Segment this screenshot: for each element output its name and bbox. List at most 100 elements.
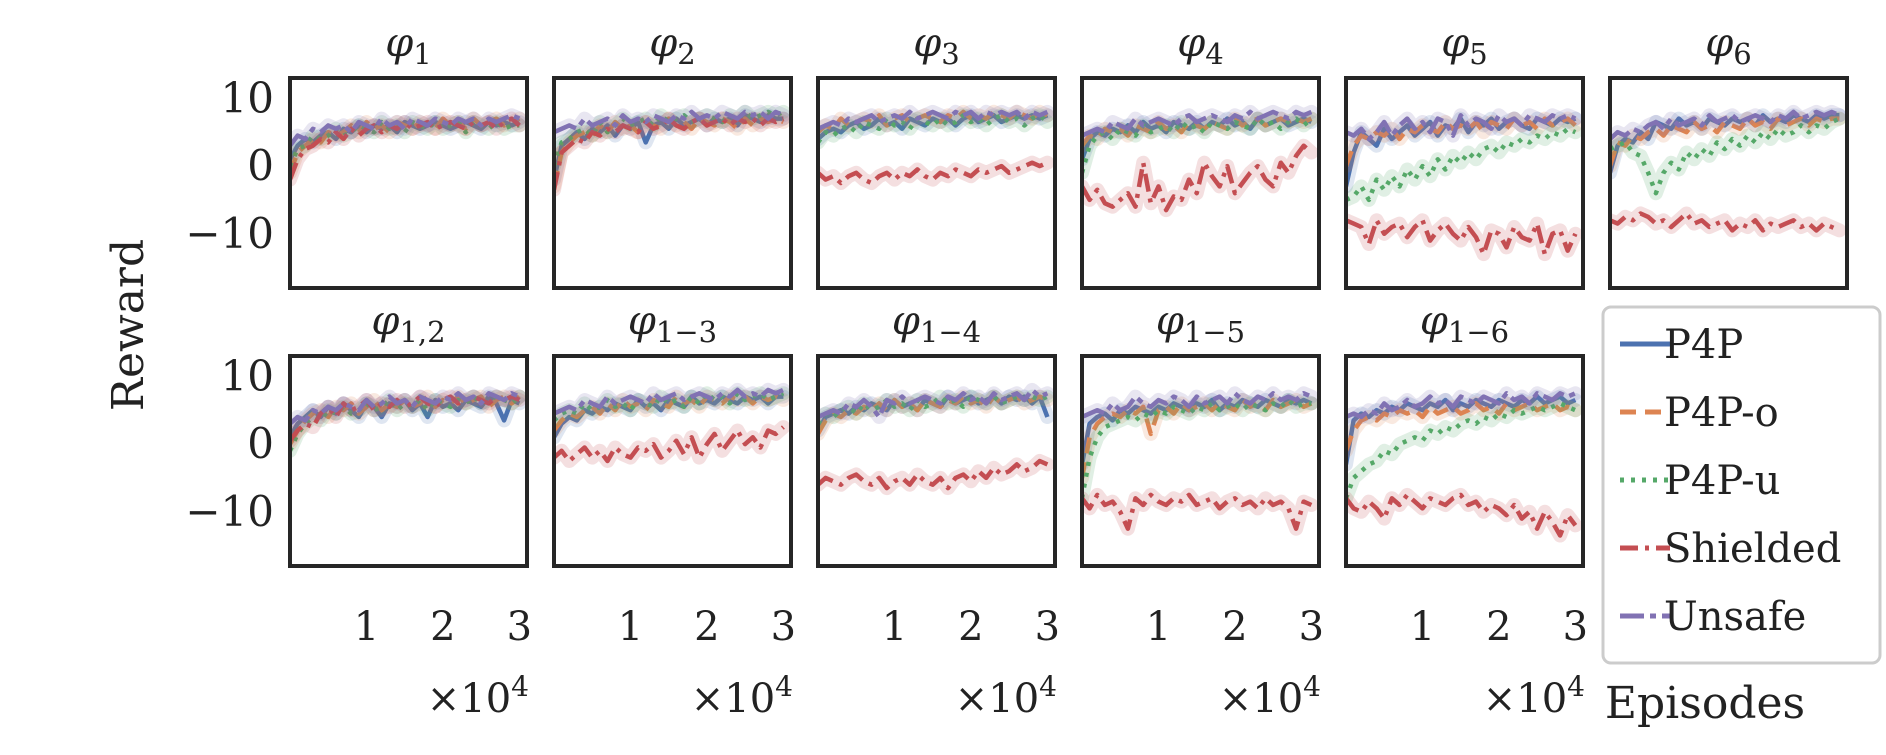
x-tick-label: 3 [1563, 604, 1588, 650]
legend-entry-P4P: P4P [1620, 322, 1743, 368]
subplot-title: φ1−5 [1156, 298, 1245, 349]
subplot-1,2: φ1,2 10 0 −10 [185, 298, 529, 568]
x-multiplier: ×104 [427, 670, 529, 722]
subplot-title: φ1 [385, 20, 431, 71]
x-axis-label: Episodes [1605, 678, 1805, 729]
series-line-P4P-u [1082, 397, 1312, 499]
y-tick-label: −10 [185, 487, 274, 536]
x-tick-label: 1 [1410, 604, 1435, 650]
series-line-Unsafe [818, 109, 1049, 131]
band-P4P-u [1082, 111, 1319, 180]
series-line-P4P-o [1082, 116, 1313, 148]
plot-area [1082, 104, 1319, 218]
legend-label: P4P-u [1664, 458, 1780, 504]
x-multiplier: ×104 [1483, 670, 1585, 722]
plot-area [290, 386, 527, 458]
series-line-Unsafe [554, 387, 785, 416]
band-Shielded [1082, 487, 1319, 536]
plot-area [1346, 386, 1583, 543]
series-line-Shielded [1346, 492, 1578, 538]
plot-area [554, 104, 791, 197]
subplot-1−6: φ1−6 [1344, 298, 1585, 568]
series-line-P4P [554, 113, 784, 181]
series-line-Unsafe [1346, 113, 1577, 142]
series-line-P4P-o [818, 394, 1049, 436]
series-line-P4P-o [1082, 397, 1313, 479]
subplot-4: φ4 [1080, 20, 1321, 290]
subplot-frame [1344, 76, 1585, 290]
series-line-P4P-o [1346, 116, 1577, 167]
x-tick-label: 2 [694, 604, 719, 650]
plot-area [818, 382, 1055, 496]
subplot-title: φ3 [913, 20, 959, 71]
subplot-title: φ4 [1177, 20, 1223, 71]
series-line-P4P-o [818, 109, 1049, 134]
legend-label: Unsafe [1664, 594, 1806, 640]
legend-entry-Unsafe: Unsafe [1620, 594, 1806, 640]
subplot-title: φ1−4 [892, 298, 981, 349]
y-tick-label: 10 [221, 351, 274, 400]
plot-area [554, 382, 791, 468]
x-multiplier: ×104 [691, 670, 793, 722]
x-tick-label: 1 [618, 604, 643, 650]
plot-area [1082, 386, 1319, 536]
panels: φ1 10 0 −10 φ2 φ3 φ4 φ5 φ6 φ1,2 10 0 −10 φ1−3 φ1−4 φ1−5… [185, 20, 1849, 568]
series-line-Unsafe [554, 109, 785, 135]
plot-area [818, 104, 1055, 190]
series-line-Shielded [1082, 143, 1313, 213]
x-tick-label: 3 [507, 604, 532, 650]
subplot-frame [288, 354, 529, 568]
band-P4P-u [818, 108, 1055, 150]
x-axes: 1 2 3 ×104 1 2 3 ×104 1 2 3 ×104 1 2 3 ×104 1 2 3 ×104 [354, 604, 1588, 722]
x-tick-label: 3 [1035, 604, 1060, 650]
legend-label: Shielded [1664, 526, 1841, 572]
x-tick-label: 3 [771, 604, 796, 650]
subplot-title: φ5 [1441, 20, 1487, 71]
y-tick-label: 0 [247, 141, 274, 190]
plot-area [1346, 108, 1583, 262]
series-line-Unsafe [1082, 391, 1313, 420]
y-tick-label: 10 [221, 73, 274, 122]
series-line-Unsafe [290, 391, 521, 426]
subplot-frame [816, 354, 1057, 568]
series-line-P4P-o [554, 116, 785, 187]
x-tick-label: 3 [1299, 604, 1324, 650]
subplot-3: φ3 [816, 20, 1057, 290]
plot-area [290, 108, 527, 187]
series-line-Unsafe [818, 387, 1049, 420]
x-tick-label: 1 [1146, 604, 1171, 650]
series-line-Unsafe [1610, 109, 1841, 141]
legend: P4P P4P-o P4P-u Shielded Unsafe [1601, 305, 1882, 665]
y-tick-label: −10 [185, 209, 274, 258]
subplot-title: φ1−3 [628, 298, 717, 349]
x-tick-label: 2 [430, 604, 455, 650]
x-multiplier: ×104 [1219, 670, 1321, 722]
y-tick-label: 0 [247, 419, 274, 468]
series-line-Shielded [818, 160, 1049, 186]
subplot-1−3: φ1−3 [552, 298, 793, 568]
subplot-frame [288, 76, 529, 290]
subplot-title: φ1−6 [1420, 298, 1509, 349]
x-tick-label: 2 [1486, 604, 1511, 650]
x-tick-label: 1 [354, 604, 379, 650]
series-line-Shielded [554, 425, 785, 464]
legend-entry-P4P-u: P4P-u [1620, 458, 1780, 504]
subplot-1−4: φ1−4 [816, 298, 1057, 568]
subplot-title: φ2 [649, 20, 695, 71]
subplot-frame [552, 76, 793, 290]
subplot-frame [1080, 76, 1321, 290]
legend-frame [1601, 305, 1882, 665]
subplot-title: φ1,2 [371, 298, 445, 349]
subplot-frame [1608, 76, 1849, 290]
legend-entry-Shielded: Shielded [1620, 526, 1841, 572]
subplot-frame [816, 76, 1057, 290]
series-line-P4P-u [1346, 126, 1577, 203]
legend-entry-P4P-o: P4P-o [1620, 390, 1779, 436]
subplot-1: φ1 10 0 −10 [185, 20, 529, 290]
series-line-Shielded [818, 458, 1049, 491]
series-line-Shielded [1082, 492, 1313, 531]
x-tick-label: 2 [1222, 604, 1247, 650]
subplot-1−5: φ1−5 [1080, 298, 1321, 568]
legend-label: P4P [1664, 322, 1743, 368]
